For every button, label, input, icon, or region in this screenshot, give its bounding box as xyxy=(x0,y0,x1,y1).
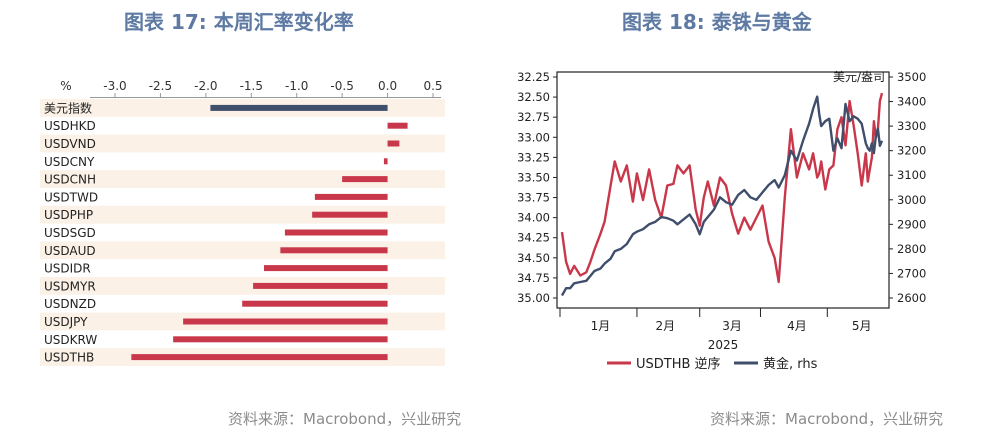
x-tick-label: -2.0 xyxy=(194,79,217,93)
category-label: USDNZD xyxy=(44,297,96,311)
category-label: USDAUD xyxy=(44,244,96,258)
row-band xyxy=(40,205,445,224)
category-label: USDCNH xyxy=(44,173,96,187)
x-tick-label: 0.5 xyxy=(423,79,442,93)
bar-usdnzd xyxy=(242,300,388,307)
right-y-tick-label: 3000 xyxy=(897,193,926,207)
category-label: USDVND xyxy=(44,137,96,151)
right-y-tick-label: 2600 xyxy=(897,291,926,305)
x-tick-label: -2.5 xyxy=(149,79,172,93)
row-band xyxy=(40,134,445,153)
category-label: USDHKD xyxy=(44,119,96,133)
left-source-note: 资料来源：Macrobond，兴业研究 xyxy=(228,410,462,428)
right-y-tick-label: 3300 xyxy=(897,119,926,133)
right-y-tick-label: 3200 xyxy=(897,144,926,158)
category-label: USDPHP xyxy=(44,208,93,222)
category-label: USDTHB xyxy=(44,351,94,365)
right-line-chart: 32.25 32.50 32.75 33.00 33.25 33.50 33.75 34.00… xyxy=(517,70,926,372)
right-y-tick-label: 2900 xyxy=(897,217,926,231)
category-label: USDJPY xyxy=(44,315,88,329)
category-label: 美元指数 xyxy=(44,100,92,115)
left-y-tick-label: 34.25 xyxy=(517,231,550,245)
left-y-tick-label: 34.75 xyxy=(517,271,550,285)
legend-label: USDTHB 逆序 xyxy=(636,356,721,372)
category-label: USDIDR xyxy=(44,262,91,276)
left-y-tick-label: 32.75 xyxy=(517,110,550,124)
category-label: USDMYR xyxy=(44,279,96,293)
legend-label: 黄金, rhs xyxy=(763,356,818,372)
bar-usdjpy xyxy=(183,318,388,325)
x-month-label: 5月 xyxy=(852,319,872,333)
x-month-label: 3月 xyxy=(722,319,742,333)
x-month-label: 2月 xyxy=(655,319,675,333)
row-band xyxy=(40,241,445,260)
row-band xyxy=(40,170,445,188)
x-tick-label: -0.5 xyxy=(330,79,353,93)
left-y-tick-label: 32.25 xyxy=(517,70,550,84)
plot-frame xyxy=(556,71,890,309)
x-tick-label: -1.5 xyxy=(240,79,263,93)
usdthb-series-line xyxy=(560,92,884,284)
category-label: USDCNY xyxy=(44,155,95,169)
bar-usdcny xyxy=(383,158,388,165)
bar-usdphp xyxy=(312,211,388,218)
row-band xyxy=(40,277,445,295)
right-chart-title: 图表 18: 泰铢与黄金 xyxy=(622,10,812,34)
gold-series-line xyxy=(560,95,884,297)
left-y-tick-label: 33.00 xyxy=(517,130,550,144)
left-y-tick-label: 33.50 xyxy=(517,170,550,184)
bar-美元指数 xyxy=(210,104,388,111)
left-y-tick-label: 33.75 xyxy=(517,191,550,205)
left-y-tick-label: 35.00 xyxy=(517,291,550,305)
bar-usdmyr xyxy=(253,282,388,289)
category-label: USDKRW xyxy=(44,333,97,347)
left-y-tick-label: 33.25 xyxy=(517,150,550,164)
right-y-tick-label: 2800 xyxy=(897,242,926,256)
x-tick-label: -3.0 xyxy=(103,79,126,93)
right-y-tick-label: 2700 xyxy=(897,266,926,280)
x-year-label: 2025 xyxy=(708,338,739,352)
x-tick-label: -1.0 xyxy=(285,79,308,93)
left-bar-chart: % -3.0 -2.5 -2.0 -1.5 -1.0 -0.5 0.0 0.5 美元指数 USDHK… xyxy=(40,79,445,366)
bar-usdthb xyxy=(131,354,388,361)
left-y-tick-label: 32.50 xyxy=(517,90,550,104)
bar-usdaud xyxy=(280,247,388,254)
right-y-tick-label: 3100 xyxy=(897,168,926,182)
x-tick-label: 0.0 xyxy=(378,79,397,93)
x-month-label: 4月 xyxy=(787,319,807,333)
bar-usdsgd xyxy=(284,229,388,236)
left-chart-title: 图表 17: 本周汇率变化率 xyxy=(124,10,354,34)
bar-usdkrw xyxy=(173,336,388,343)
bar-usdidr xyxy=(264,265,388,272)
right-y-axis-label: 美元/盎司 xyxy=(833,70,885,84)
left-y-tick-label: 34.50 xyxy=(517,251,550,265)
bar-usdtwd xyxy=(314,193,388,200)
x-axis-unit-label: % xyxy=(60,79,71,93)
bar-usdcnh xyxy=(342,176,388,183)
category-label: USDTWD xyxy=(44,190,98,204)
bar-usdhkd xyxy=(387,122,408,129)
x-month-label: 1月 xyxy=(591,319,611,333)
category-label: USDSGD xyxy=(44,226,96,240)
right-source-note: 资料来源：Macrobond，兴业研究 xyxy=(710,410,944,428)
right-y-tick-label: 3400 xyxy=(897,95,926,109)
left-y-tick-label: 34.00 xyxy=(517,211,550,225)
bar-usdvnd xyxy=(387,140,400,147)
right-y-tick-label: 3500 xyxy=(897,70,926,84)
